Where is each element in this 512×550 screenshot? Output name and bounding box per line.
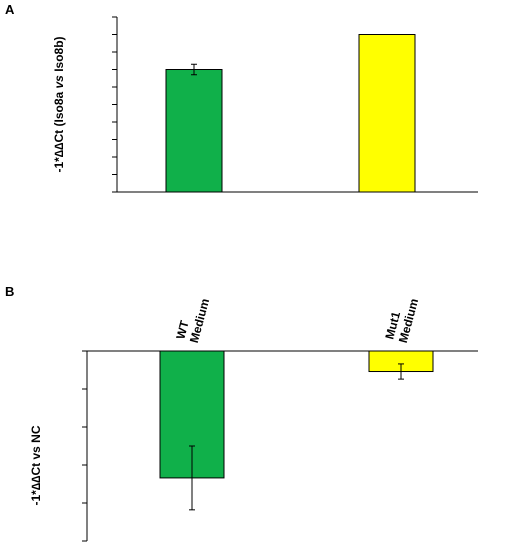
chart-b-category-label: WTMedium [173, 293, 212, 344]
chart-a-bar [358, 34, 416, 193]
chart-a-y-axis-title-part-1: vs [52, 75, 66, 89]
chart-a-y-axis-title-part-0: -1*∆∆Ct (Iso8a [52, 88, 66, 172]
chart-b-category-label-line: WT [173, 318, 192, 340]
chart-a-y-axis-title-part-2: Iso8b) [52, 36, 66, 75]
chart-b-category-label: Mut1Medium [382, 293, 421, 344]
panel-label-a: A [5, 2, 15, 17]
chart-b-y-axis-title: -1*∆∆Ct vs NC [29, 425, 43, 505]
chart-b-y-axis-title-part-0: -1*∆∆Ct vs NC [29, 425, 43, 505]
chart-a-plot: -1*∆∆Ct (Iso8a vs Iso8b) [52, 16, 478, 193]
panel-label-b: B [5, 284, 14, 299]
chart-a-y-axis-title: -1*∆∆Ct (Iso8a vs Iso8b) [52, 36, 66, 172]
chart-b-category-label-line: Medium [187, 297, 212, 344]
chart-b-plot: WTMedium Mut1Medium -1*∆∆Ct vs NC [29, 293, 478, 542]
chart-a-bar [165, 69, 223, 193]
